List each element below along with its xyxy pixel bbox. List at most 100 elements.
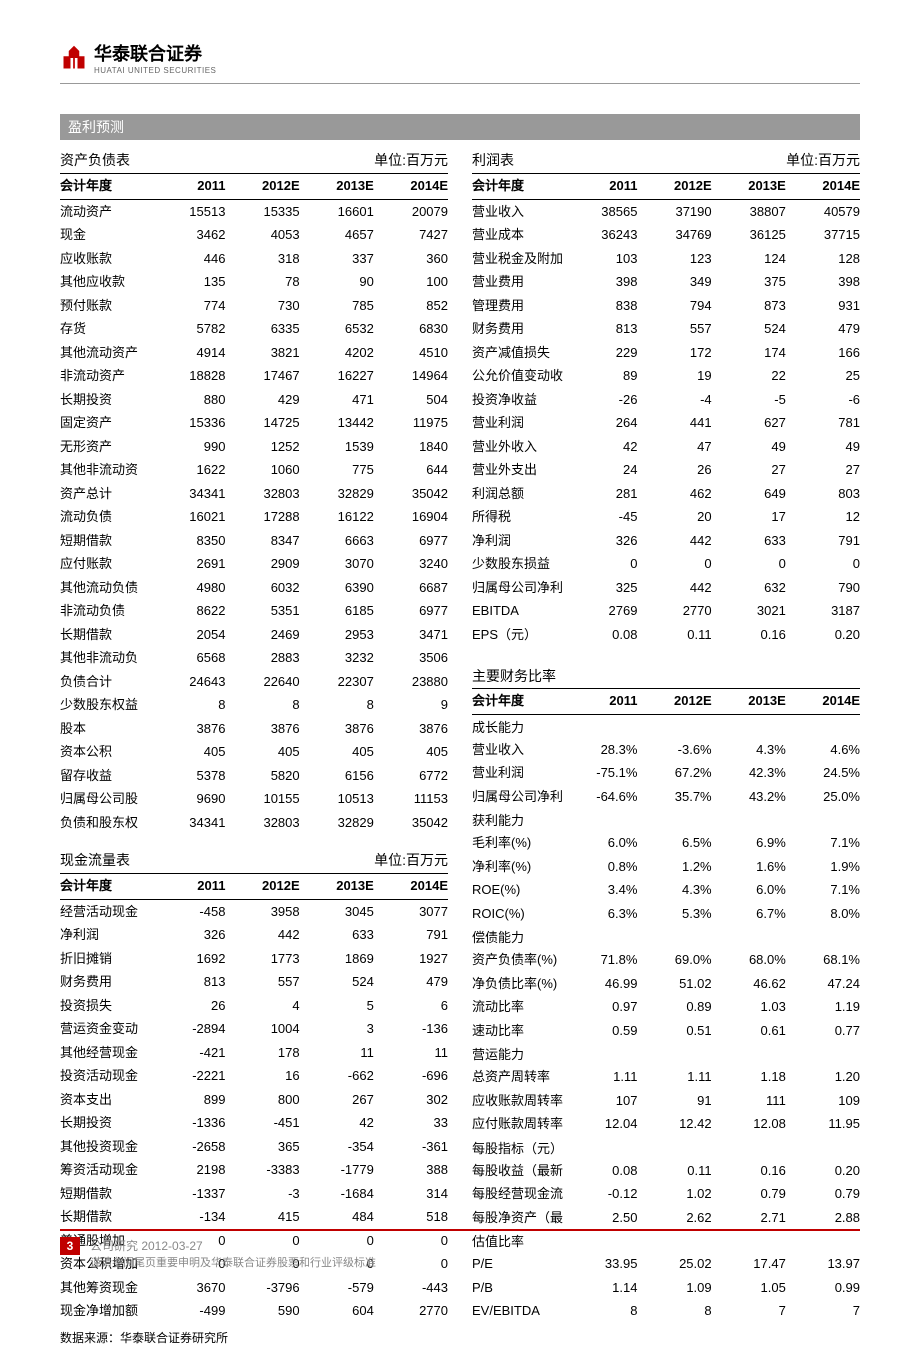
table-cell: 少数股东损益 <box>472 554 563 574</box>
ratio-category: 偿债能力 <box>472 925 860 948</box>
table-cell: 0.59 <box>563 1021 637 1041</box>
table-cell: 2012E <box>225 176 299 196</box>
table-cell: 4657 <box>300 225 374 245</box>
table-header-row: 会计年度20112012E2013E2014E <box>472 174 860 200</box>
table-cell: 3077 <box>374 902 448 922</box>
table-cell: 8 <box>563 1301 637 1321</box>
table-cell: 3876 <box>225 719 299 739</box>
table-row: P/B1.141.091.050.99 <box>472 1276 860 1300</box>
table-cell: 6.3% <box>563 904 637 924</box>
table-cell: 442 <box>225 925 299 945</box>
table-row: 营业利润-75.1%67.2%42.3%24.5% <box>472 761 860 785</box>
company-logo-icon <box>60 44 88 72</box>
table-cell: 其他筹资现金 <box>60 1278 151 1298</box>
logo-text-cn: 华泰联合证券 <box>94 40 216 66</box>
table-cell: 会计年度 <box>472 691 563 711</box>
table-cell: 6156 <box>300 766 374 786</box>
table-cell: 0.16 <box>712 625 786 645</box>
table-row: 负债合计24643226402230723880 <box>60 670 448 694</box>
table-cell: 27 <box>786 460 860 480</box>
table-cell: 2013E <box>712 176 786 196</box>
table-cell: 103 <box>563 249 637 269</box>
table-cell: 33 <box>374 1113 448 1133</box>
table-cell: 813 <box>151 972 225 992</box>
table-cell: 128 <box>786 249 860 269</box>
table-cell: 营业外收入 <box>472 437 563 457</box>
table-cell: 24 <box>563 460 637 480</box>
table-cell: 34341 <box>151 813 225 833</box>
table-cell: 267 <box>300 1090 374 1110</box>
table-cell: 投资净收益 <box>472 390 563 410</box>
table-cell: 442 <box>637 578 711 598</box>
table-cell: 109 <box>786 1091 860 1111</box>
table-cell: 5 <box>300 996 374 1016</box>
table-row: 所得税-45201712 <box>472 505 860 529</box>
page-footer: 3 公司研究 2012-03-27 谨请参阅尾页重要申明及华泰联合证券股票和行业… <box>60 1229 860 1272</box>
table-cell: 1.09 <box>637 1278 711 1298</box>
table-cell: 2014E <box>374 876 448 896</box>
table-cell: 其他非流动负 <box>60 648 151 668</box>
table-row: 营业收入38565371903880740579 <box>472 200 860 224</box>
table-row: 每股经营现金流-0.121.020.790.79 <box>472 1182 860 1206</box>
table-row: 归属母公司股9690101551051311153 <box>60 787 448 811</box>
table-cell: 6687 <box>374 578 448 598</box>
table-cell: 流动比率 <box>472 997 563 1017</box>
table-cell: 790 <box>786 578 860 598</box>
table-row: 毛利率(%)6.0%6.5%6.9%7.1% <box>472 831 860 855</box>
table-row: 应收账款446318337360 <box>60 247 448 271</box>
table-cell: 4.3% <box>712 740 786 760</box>
table-cell: 1539 <box>300 437 374 457</box>
table-cell: 6532 <box>300 319 374 339</box>
table-cell: 公允价值变动收 <box>472 366 563 386</box>
table-row: 其他流动资产4914382142024510 <box>60 341 448 365</box>
table-cell: -443 <box>374 1278 448 1298</box>
ratio-category: 每股指标（元） <box>472 1136 860 1159</box>
table-cell: 9 <box>374 695 448 715</box>
table-cell: 流动资产 <box>60 202 151 222</box>
table-cell: 4.6% <box>786 740 860 760</box>
table-cell: 20 <box>637 507 711 527</box>
table-cell: 590 <box>225 1301 299 1321</box>
table-cell: 12.42 <box>637 1114 711 1134</box>
table-cell: -3796 <box>225 1278 299 1298</box>
table-cell: 17288 <box>225 507 299 527</box>
table-cell: 35042 <box>374 484 448 504</box>
table-cell: 6 <box>374 996 448 1016</box>
table-cell: 资产总计 <box>60 484 151 504</box>
table-row: 营业税金及附加103123124128 <box>472 247 860 271</box>
table-row: 营业外收入42474949 <box>472 435 860 459</box>
table-cell: 16 <box>225 1066 299 1086</box>
table-cell: -499 <box>151 1301 225 1321</box>
table-cell: 12.04 <box>563 1114 637 1134</box>
table-cell: 净负债比率(%) <box>472 974 563 994</box>
table-cell: 775 <box>300 460 374 480</box>
table-cell: 非流动资产 <box>60 366 151 386</box>
table-cell: 3240 <box>374 554 448 574</box>
table-row: 营业费用398349375398 <box>472 270 860 294</box>
table-cell: 6568 <box>151 648 225 668</box>
table-cell: 484 <box>300 1207 374 1227</box>
table-cell: 337 <box>300 249 374 269</box>
table-cell: 899 <box>151 1090 225 1110</box>
table-row: 资产负债率(%)71.8%69.0%68.0%68.1% <box>472 948 860 972</box>
table-cell: 398 <box>563 272 637 292</box>
table-cell: 35042 <box>374 813 448 833</box>
table-cell: 资产负债率(%) <box>472 950 563 970</box>
table-cell: 12 <box>786 507 860 527</box>
table-cell: -2894 <box>151 1019 225 1039</box>
table-cell: -3.6% <box>637 740 711 760</box>
table-cell: 1252 <box>225 437 299 457</box>
table-cell: 19 <box>637 366 711 386</box>
table-cell: 0.77 <box>786 1021 860 1041</box>
table-cell: 2883 <box>225 648 299 668</box>
table-cell: 6663 <box>300 531 374 551</box>
table-cell: 880 <box>151 390 225 410</box>
table-cell: 2011 <box>563 691 637 711</box>
table-cell: 172 <box>637 343 711 363</box>
table-cell: 16227 <box>300 366 374 386</box>
table-cell: -579 <box>300 1278 374 1298</box>
table-cell: -5 <box>712 390 786 410</box>
table-cell: 6.9% <box>712 833 786 853</box>
table-cell: -6 <box>786 390 860 410</box>
table-cell: 固定资产 <box>60 413 151 433</box>
